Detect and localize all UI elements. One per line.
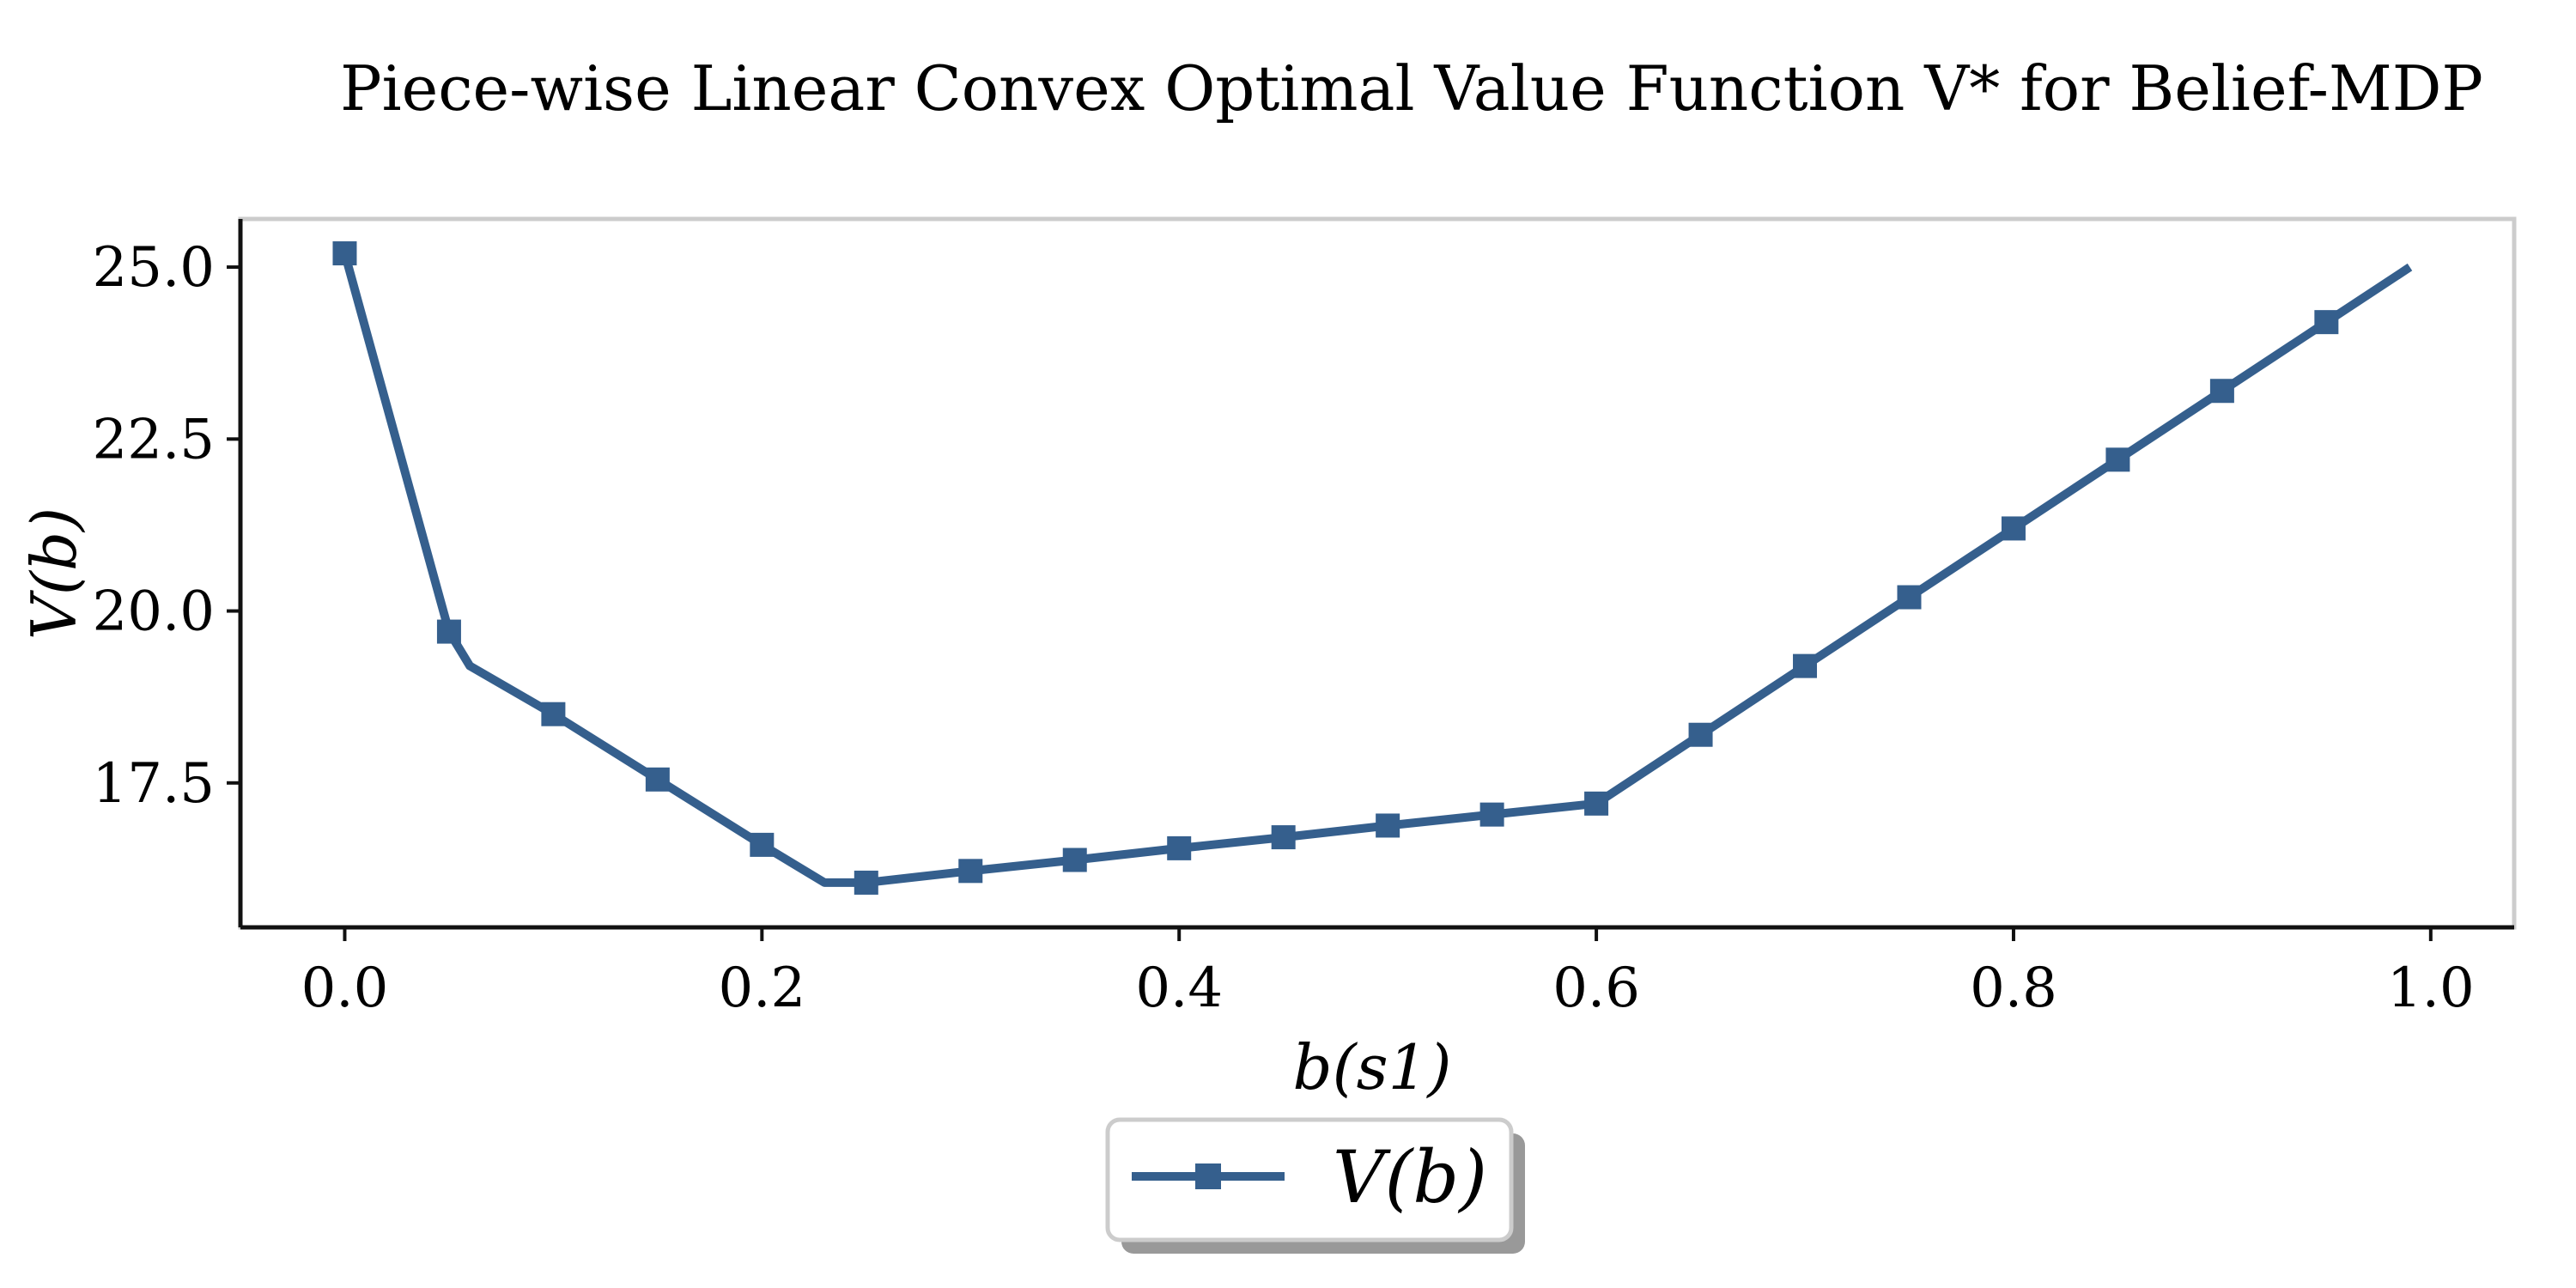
series-layer <box>332 241 2413 895</box>
data-point-marker <box>1271 825 1296 850</box>
data-point-marker <box>2001 516 2026 541</box>
data-point-marker <box>958 859 983 884</box>
x-axis-label: b(s1) <box>1292 1031 1451 1103</box>
x-tick-label: 1.0 <box>2387 957 2475 1020</box>
x-ticks: 0.0 0.2 0.4 0.6 0.8 1.0 <box>301 927 2475 1020</box>
data-point-marker <box>1376 813 1400 838</box>
chart-title: Piece-wise Linear Convex Optimal Value F… <box>340 52 2483 125</box>
data-point-marker <box>2105 447 2130 472</box>
x-tick-label: 0.8 <box>1970 957 2057 1020</box>
data-point-marker <box>1688 722 1713 747</box>
data-point-marker <box>645 767 670 792</box>
data-point-marker <box>436 619 461 644</box>
y-tick-label: 17.5 <box>93 752 216 816</box>
y-tick-label: 22.5 <box>93 408 216 471</box>
data-point-marker <box>1793 653 1818 678</box>
legend-marker-swatch <box>1195 1163 1221 1189</box>
legend-label: V(b) <box>1333 1135 1487 1219</box>
x-tick-label: 0.2 <box>718 957 805 1020</box>
data-point-marker <box>854 870 878 895</box>
data-point-marker <box>541 702 566 726</box>
x-tick-label: 0.4 <box>1135 957 1223 1020</box>
y-axis-label: V(b) <box>18 507 90 640</box>
data-point-marker <box>2209 379 2234 404</box>
data-point-marker <box>332 241 357 266</box>
data-point-marker <box>1167 835 1192 860</box>
y-ticks: 17.5 20.0 22.5 25.0 <box>93 236 240 816</box>
y-tick-label: 20.0 <box>93 580 216 644</box>
legend-box <box>1105 1117 1514 1242</box>
data-point-marker <box>1584 791 1609 816</box>
data-point-marker <box>1897 585 1922 610</box>
x-tick-label: 0.6 <box>1552 957 1640 1020</box>
y-tick-label: 25.0 <box>93 236 216 300</box>
legend: V(b) <box>1105 1117 1525 1254</box>
data-point-marker <box>1479 802 1504 827</box>
data-point-marker <box>1062 848 1087 872</box>
x-tick-label: 0.0 <box>301 957 389 1020</box>
data-point-marker <box>750 832 775 857</box>
data-point-marker <box>2314 310 2339 335</box>
